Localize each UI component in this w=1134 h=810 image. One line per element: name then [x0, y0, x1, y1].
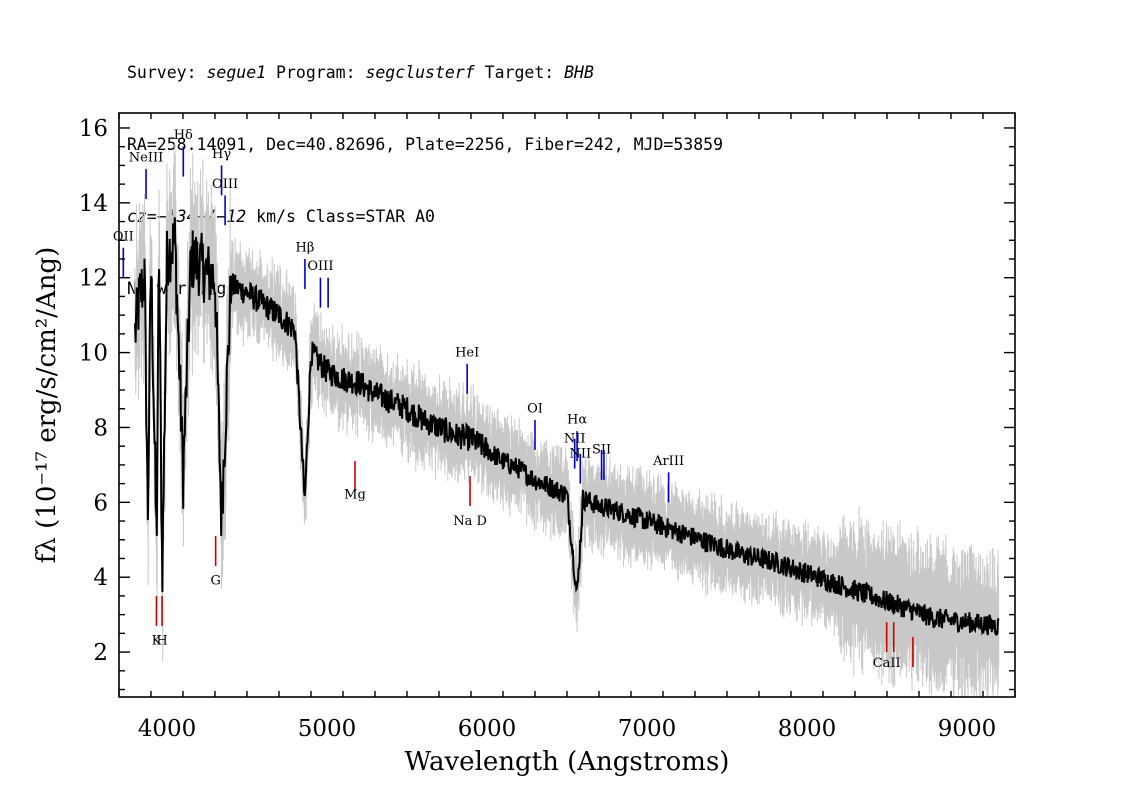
line-label: H [156, 634, 167, 649]
y-tick-label: 12 [79, 266, 108, 292]
program-value: segclusterf [365, 63, 475, 82]
cz-suffix: km/s Class=STAR A0 [246, 207, 435, 226]
y-tick-label: 4 [93, 565, 108, 591]
x-tick-label: 5000 [298, 716, 357, 742]
spectrum-line [134, 217, 1000, 637]
y-tick-label: 10 [79, 341, 108, 367]
x-tick-label: 8000 [778, 716, 837, 742]
line-label: HeI [455, 345, 479, 360]
line-label: OII [113, 229, 134, 244]
line-label: ArIII [652, 454, 684, 469]
line-label: K [152, 634, 162, 649]
line-label: Hα [567, 413, 587, 428]
y-tick-label: 14 [79, 191, 108, 217]
line-label: G [210, 574, 220, 589]
spectrum-series [134, 217, 1000, 637]
y-tick-label: 8 [93, 415, 108, 441]
y-tick-label: 6 [93, 490, 108, 516]
y-tick-label: 2 [93, 640, 108, 666]
y-axis-label: fλ (10⁻¹⁷ erg/s/cm²/Ang) [32, 247, 62, 563]
line-label: CaII [873, 656, 901, 671]
x-axis-label: Wavelength (Angstroms) [405, 747, 730, 777]
line-label: OIII [307, 259, 333, 274]
axis-ticks: 4000 5000 6000 7000 8000 9000 2 4 6 8 10 12 14 16 [79, 113, 1016, 742]
survey-value: segue1 [206, 63, 267, 82]
line-markers [122, 146, 914, 668]
line-label: Hδ [174, 128, 193, 143]
x-tick-label: 7000 [618, 716, 677, 742]
line-label: Hβ [295, 241, 314, 256]
line-label: NII [569, 446, 591, 461]
line-label: NeIII [129, 151, 163, 166]
line-label: NII [564, 431, 586, 446]
survey-line: Survey: segue1 Program: segclusterf Targ… [127, 61, 723, 85]
survey-label: Survey: [127, 63, 207, 82]
target-label: Target: [474, 63, 565, 82]
line-label: Hγ [212, 147, 231, 162]
line-label: Mg [344, 488, 366, 503]
program-label: Program: [266, 63, 366, 82]
line-label: Na D [453, 514, 487, 529]
x-tick-label: 9000 [938, 716, 997, 742]
line-label: OI [527, 401, 543, 416]
cz-prefix: cz= [127, 207, 157, 226]
x-tick-label: 6000 [458, 716, 517, 742]
x-tick-label: 4000 [138, 716, 197, 742]
y-tick-label: 16 [79, 116, 108, 142]
target-value: BHB [564, 63, 594, 82]
spectrum-header: Survey: segue1 Program: segclusterf Targ… [127, 13, 723, 325]
line-label: OIII [212, 177, 238, 192]
line-label: SII [592, 443, 611, 458]
coords-line: RA=258.14091, Dec=40.82696, Plate=2256, … [127, 135, 724, 154]
